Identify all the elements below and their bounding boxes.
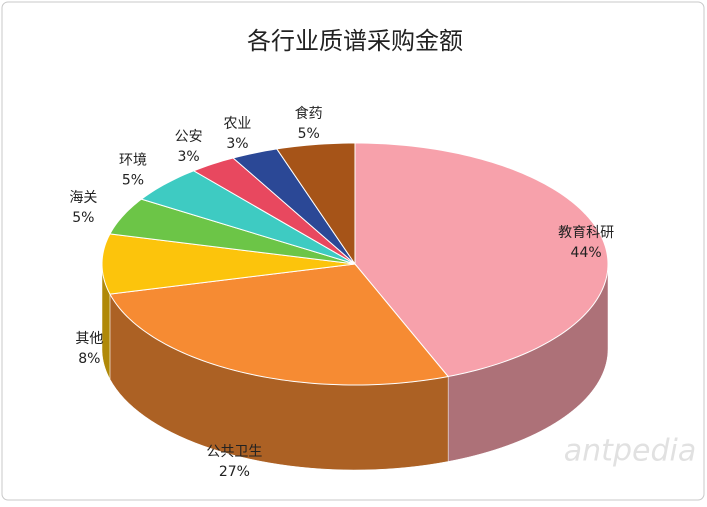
slice bbox=[140, 170, 356, 265]
slice-label: 环境 bbox=[119, 152, 147, 168]
value-label: 5% bbox=[298, 126, 320, 142]
slice-label: 教育科研 bbox=[558, 225, 614, 241]
value-label: 5% bbox=[72, 210, 94, 226]
slice-label: 其他 bbox=[75, 331, 103, 347]
slice-label: 农业 bbox=[223, 116, 251, 132]
pie: 教育科研 44% 公共卫生 27% 其他 8% 海关 5% 环境 5% 公安 3% 农业 3% 食药 5% bbox=[69, 105, 614, 480]
watermark: antpedia bbox=[564, 434, 696, 469]
value-label: 27% bbox=[219, 464, 250, 480]
slice bbox=[275, 142, 356, 266]
value-label: 8% bbox=[78, 351, 100, 367]
slice bbox=[354, 142, 609, 378]
slice bbox=[109, 198, 356, 265]
slice-label: 食药 bbox=[295, 105, 323, 122]
value-label: 5% bbox=[122, 172, 144, 188]
value-label: 3% bbox=[178, 149, 200, 165]
slice-label: 海关 bbox=[69, 190, 97, 206]
value-label: 44% bbox=[571, 245, 602, 261]
slice bbox=[232, 148, 356, 265]
chart-title: 各行业质谱采购金额 bbox=[247, 27, 463, 55]
value-label: 3% bbox=[226, 136, 248, 152]
slice bbox=[192, 157, 356, 265]
slice-label: 公安 bbox=[175, 129, 203, 145]
slice bbox=[109, 263, 450, 386]
slice-label: 公共卫生 bbox=[206, 444, 262, 460]
slice bbox=[101, 233, 356, 295]
